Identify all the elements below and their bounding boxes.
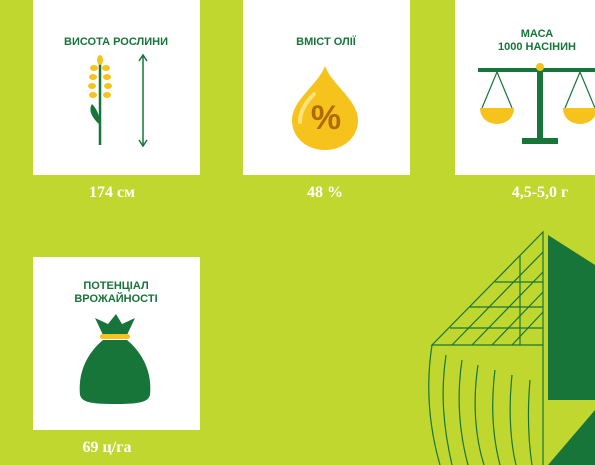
card-value: 174 см: [89, 184, 135, 201]
card-title: ПОТЕНЦІАЛ: [83, 280, 148, 292]
card-title: ВМІСТ ОЛІЇ: [296, 35, 357, 48]
card-title: ВИСОТА РОСЛИНИ: [64, 36, 168, 48]
card-value: 48 %: [307, 184, 343, 201]
page: ВИСОТА РОСЛИНИ ВМІСТ ОЛІЇ МАСА 1000 НАСІ…: [0, 0, 595, 465]
card-value: 4,5-5,0 г: [512, 184, 569, 201]
card-value: 69 ц/га: [83, 439, 132, 456]
icon-text: %: [311, 99, 341, 137]
infographic: ВИСОТА РОСЛИНИ ВМІСТ ОЛІЇ МАСА 1000 НАСІ…: [0, 0, 595, 465]
card: [33, 0, 200, 175]
card-title: ВРОЖАЙНОСТІ: [74, 292, 157, 305]
card-title: 1000 НАСІНИН: [498, 41, 576, 53]
card-title: МАСА: [521, 28, 554, 40]
